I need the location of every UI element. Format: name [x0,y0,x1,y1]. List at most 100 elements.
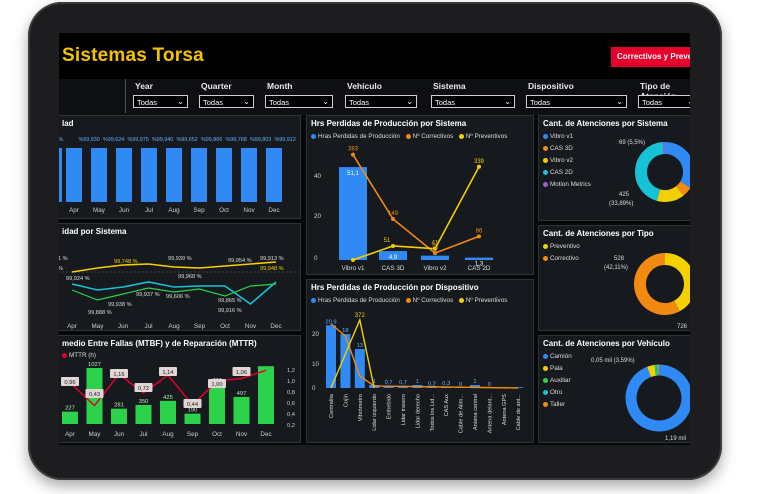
axis-tick-label: 0 [314,255,318,262]
tick-label: Jul [145,207,153,214]
legend-item[interactable]: Auxiliar [543,375,572,387]
chevron-down-icon: ⌄ [177,97,184,106]
point [391,243,395,248]
data-label: 13 [357,343,363,349]
tick-label: Apr [67,323,77,330]
legend-dot [405,297,411,303]
data-label: %99,912 [275,137,296,143]
device-dropdown[interactable]: Todas ⌄ [526,95,627,108]
system-dropdown[interactable]: Todas ⌄ [431,95,515,108]
data-label: 99,606 % [166,294,190,300]
panel-title: medio Entre Fallas (MTBF) y de Reparació… [62,339,257,348]
attention-type-dropdown[interactable]: Todas ⌄ [638,95,690,108]
month-dropdown[interactable]: Todas ⌄ [265,95,333,108]
legend-dot [543,389,548,395]
mtbf-legend: MTTR (h) [62,352,96,359]
bar [465,257,493,260]
donut-legend: Camión Pala Auxiliar Otro Taller [543,351,572,411]
availability-chart: AprMayJunJulAugSepOctNovDec5 %%99,930%99… [59,137,296,214]
legend-item[interactable]: Otro [543,387,572,399]
bar [421,255,449,260]
filter-label: Vehículo [347,81,382,91]
panel-title: Hrs Perdidas de Producción por Dispositi… [311,283,479,292]
legend-label: CAS 3D [550,145,573,152]
bar [326,325,336,388]
dashboard-screen: Sistemas Torsa Correctivos y Preventivos… [59,33,690,445]
tick-label: CAS 3D [382,265,405,272]
data-label: 425 [163,395,173,401]
tick-label: Jun [119,207,130,214]
availability-panel: lad Apr May Jun Jul Aug Sep Oct Nov Dec 5 % %99,93… [59,115,301,219]
point [477,234,481,239]
tick-label: Aug [162,431,174,438]
legend-dot [543,169,548,175]
bar [340,334,351,388]
data-label: 726 [677,324,688,330]
bar [339,167,367,260]
year-dropdown[interactable]: Todas ⌄ [133,95,188,108]
legend-item[interactable]: Motion Metrics [543,179,591,191]
chevron-down-icon: ⌄ [322,97,329,106]
availability-system-chart: 1 %%99,924 % 99,748 % 99,938 % 99,939 % 99,9… [59,256,300,330]
data-label: 99,968 % [178,274,202,280]
legend-item[interactable]: Vibro v2 [543,155,591,167]
tick-label: Cable de Alim... [459,394,465,434]
legend-label: Nº Correctivos [412,133,454,140]
correctivos-line [330,323,519,389]
legend-label: Pala [550,365,563,372]
axis-tick-label: 0,4 [287,412,296,418]
legend-item[interactable]: Vibro v1 [543,131,591,143]
bar [426,387,437,388]
axis-tick-label: 0,2 [287,423,295,429]
data-label: 69 (5,5%) [619,140,645,146]
report-nav-button[interactable]: Correctivos y Preventivos [611,47,690,67]
donut-legend: Preventivo Correctivo [543,241,580,265]
legend-label: Camión [550,353,572,360]
data-label: 350 [139,399,149,405]
label-box [183,399,202,408]
tick-label: Apr [65,431,75,438]
legend-item[interactable]: Camión [543,351,572,363]
legend-label: Preventivo [550,243,580,250]
donut-slice [656,185,684,202]
label-box [159,367,177,376]
filter-bar: Year Todas ⌄ Quarter Todas ⌄ Month Todas ⌄ … [59,79,690,115]
quarter-dropdown[interactable]: Todas ⌄ [199,95,254,108]
data-label: 1,00 [211,382,222,388]
legend-item[interactable]: Preventivo [543,241,580,253]
data-label: 0,7 [399,380,407,386]
tick-label: Aug [168,207,180,214]
donut-slice [634,253,680,315]
tick-label: Lidar izquierdo [372,394,378,431]
dropdown-value: Todas [137,98,158,107]
tick-label: Apr [69,207,79,214]
legend-label: MTTR (h) [69,352,96,359]
legend-label: Otro [550,389,563,396]
legend-label: Motion Metrics [550,181,591,188]
page-title: Sistemas Torsa [62,45,204,66]
legend-dot [405,133,411,139]
data-label: 281 [114,403,124,409]
donut-slice [625,364,690,432]
bar [66,148,82,202]
legend-label: Nº Preventivos [465,133,508,140]
data-label: 0,72 [138,386,149,392]
series-line-cyan [71,281,277,306]
legend-item[interactable]: Taller [543,399,572,411]
bar [135,404,152,424]
bar [266,148,282,202]
legend-label: CAS 2D [550,169,573,176]
legend-item[interactable]: CAS 2D [543,167,591,179]
data-label: 0,3 [442,381,450,387]
label-box [85,389,104,398]
legend-label: Hras Perdidas de Producción [318,297,400,304]
legend-item[interactable]: Correctivo [543,253,580,265]
axis-tick-label: 1,2 [287,368,295,374]
legend-item[interactable]: CAS 3D [543,143,591,155]
tick-label: Dec [270,323,281,330]
tick-label: Vibro v2 [424,265,447,272]
legend-item[interactable]: Pala [543,363,572,375]
vehicle-dropdown[interactable]: Todas ⌄ [345,95,417,108]
data-label: 0 [488,382,491,388]
dropdown-value: Todas [269,98,290,107]
